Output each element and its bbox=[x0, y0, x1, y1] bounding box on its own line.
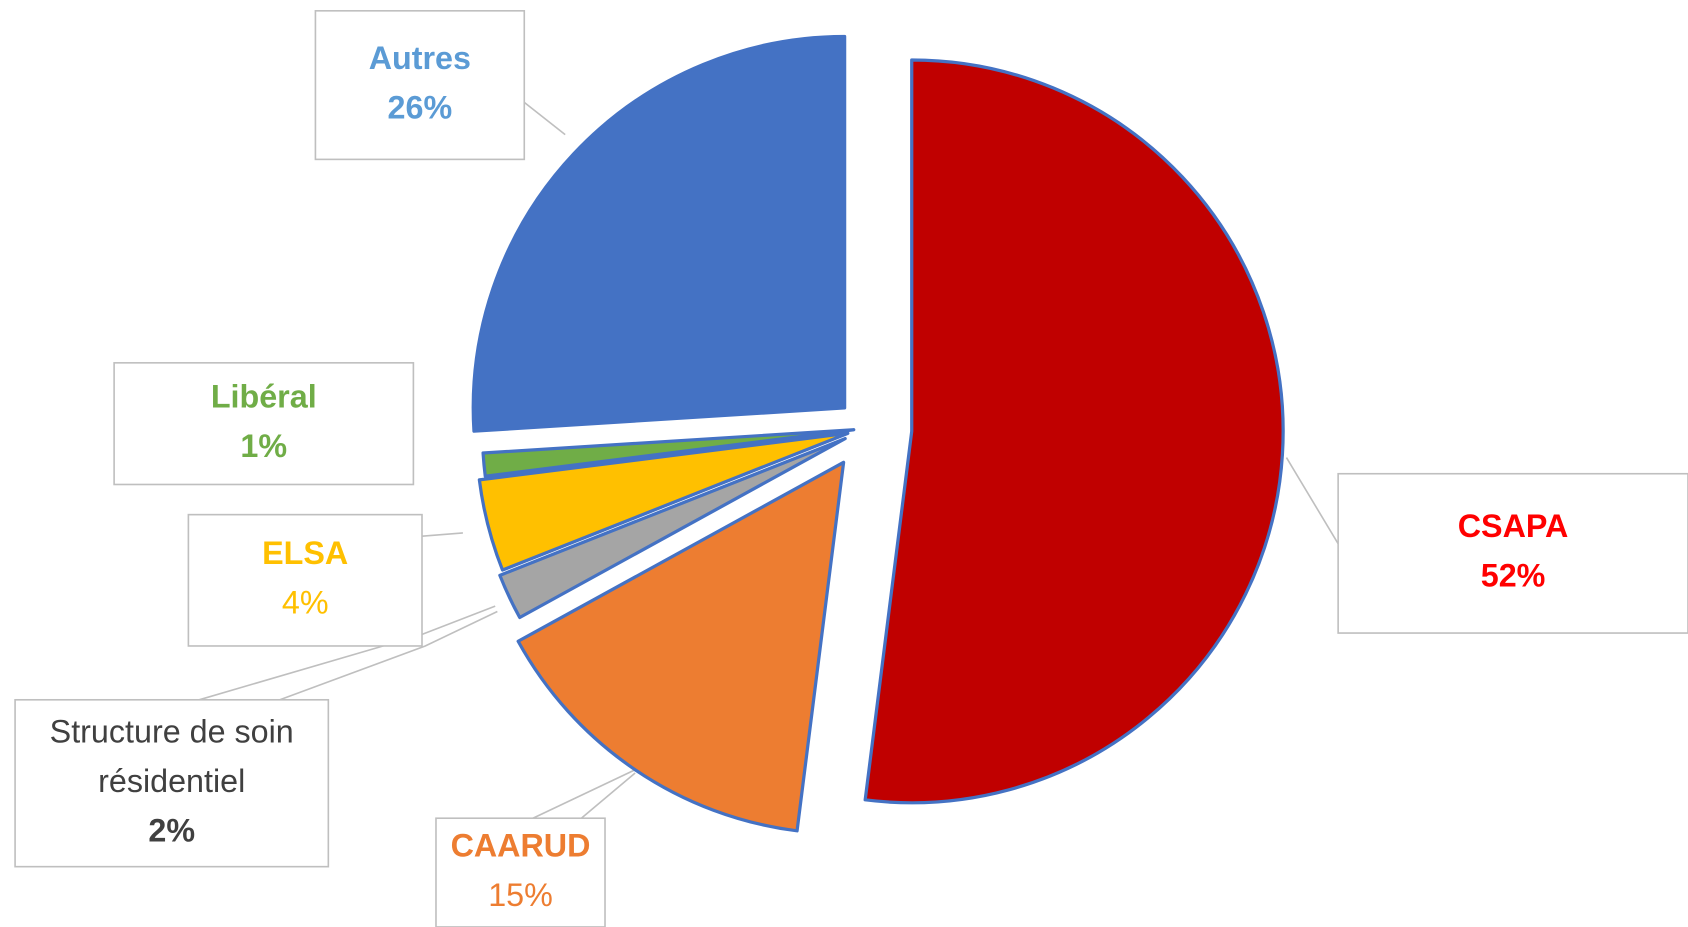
pie-slice bbox=[477, 431, 850, 572]
label-box bbox=[314, 10, 526, 161]
label-box bbox=[187, 513, 423, 647]
label-value: 26% bbox=[388, 89, 453, 125]
label-name-line: Structure de soin bbox=[50, 713, 294, 749]
label-value: 52% bbox=[1481, 558, 1546, 594]
leader-line bbox=[279, 610, 498, 701]
labels: CSAPA 52% CAARUD 15% Structure de soin réside… bbox=[14, 10, 1688, 927]
label-value: 2% bbox=[148, 812, 195, 848]
label-name: ELSA bbox=[262, 535, 348, 571]
leader-line bbox=[580, 772, 636, 819]
pie-slice bbox=[481, 428, 856, 478]
label-box bbox=[435, 817, 606, 927]
slices bbox=[471, 34, 1285, 833]
label-name: Libéral bbox=[211, 378, 317, 414]
leader-line bbox=[532, 769, 636, 819]
label-box bbox=[1337, 472, 1688, 634]
leader-line bbox=[523, 101, 566, 136]
label-name: CSAPA bbox=[1458, 508, 1569, 544]
label-name-line: résidentiel bbox=[98, 763, 245, 799]
pie-slice bbox=[863, 58, 1285, 805]
pie-slice bbox=[498, 436, 847, 620]
label-name: CAARUD bbox=[451, 827, 591, 863]
label-value: 4% bbox=[282, 585, 329, 621]
leader-line bbox=[421, 532, 463, 537]
label-value: 15% bbox=[488, 877, 553, 913]
label-box bbox=[113, 362, 415, 486]
label-value: 1% bbox=[240, 428, 287, 464]
leader-line bbox=[1285, 457, 1339, 545]
label-name: Structure de soin résidentiel bbox=[50, 713, 294, 799]
label-box bbox=[14, 698, 330, 868]
pie-slice bbox=[471, 34, 847, 433]
pie-slice bbox=[516, 460, 846, 833]
label-name: Autres bbox=[369, 40, 471, 76]
